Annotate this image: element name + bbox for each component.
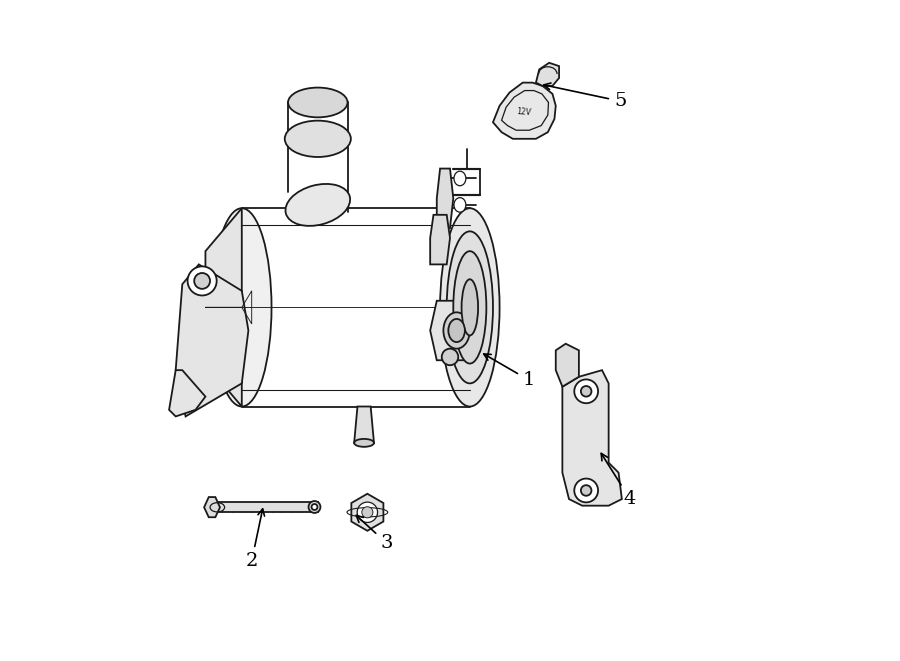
- Polygon shape: [430, 215, 450, 264]
- Circle shape: [357, 502, 378, 522]
- Ellipse shape: [446, 231, 493, 383]
- Circle shape: [580, 386, 591, 397]
- Circle shape: [580, 485, 591, 496]
- Ellipse shape: [285, 184, 350, 226]
- Ellipse shape: [442, 349, 458, 365]
- Ellipse shape: [444, 312, 470, 349]
- Ellipse shape: [288, 88, 347, 118]
- Ellipse shape: [462, 279, 478, 335]
- Polygon shape: [205, 208, 242, 407]
- Polygon shape: [351, 494, 383, 531]
- Text: 1: 1: [484, 354, 536, 389]
- Ellipse shape: [284, 120, 351, 157]
- Ellipse shape: [311, 504, 318, 510]
- Polygon shape: [204, 497, 220, 517]
- Text: 5: 5: [544, 83, 626, 110]
- Polygon shape: [493, 83, 556, 139]
- Polygon shape: [436, 169, 454, 228]
- Ellipse shape: [212, 208, 272, 407]
- Circle shape: [574, 379, 599, 403]
- Circle shape: [362, 507, 373, 518]
- Circle shape: [574, 479, 599, 502]
- Polygon shape: [430, 301, 480, 360]
- Polygon shape: [169, 370, 205, 416]
- Text: 4: 4: [601, 453, 636, 508]
- Polygon shape: [176, 264, 248, 416]
- Ellipse shape: [454, 198, 466, 212]
- Circle shape: [187, 266, 217, 295]
- Text: 2: 2: [246, 509, 265, 570]
- Text: 3: 3: [356, 516, 393, 553]
- Ellipse shape: [355, 439, 374, 447]
- Polygon shape: [536, 63, 559, 86]
- Text: 12V: 12V: [517, 107, 532, 118]
- Ellipse shape: [454, 251, 486, 364]
- Circle shape: [194, 273, 210, 289]
- Ellipse shape: [440, 208, 500, 407]
- Ellipse shape: [309, 501, 320, 513]
- Polygon shape: [562, 370, 622, 506]
- Polygon shape: [355, 407, 374, 443]
- Polygon shape: [556, 344, 579, 387]
- Ellipse shape: [454, 171, 466, 186]
- Polygon shape: [215, 502, 318, 512]
- Ellipse shape: [448, 319, 465, 342]
